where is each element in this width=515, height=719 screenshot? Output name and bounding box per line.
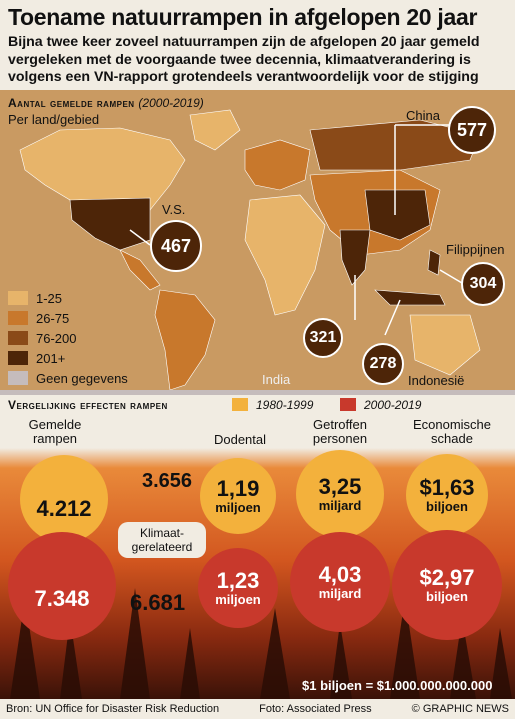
affected-value-b: 4,03 [318, 561, 362, 587]
greenland-shape [189, 109, 241, 151]
legend-label: 201+ [36, 350, 66, 366]
map-heading-text: Aantal gemelde rampen [8, 96, 135, 110]
world-map-panel: Aantal gemelde rampen (2000-2019) Per la… [0, 90, 515, 395]
footer: Bron: UN Office for Disaster Risk Reduct… [0, 699, 515, 719]
world-map [0, 90, 515, 395]
legend-label: 26-75 [36, 310, 70, 326]
deaths-value-a: 1,19 [216, 475, 260, 501]
indonesia-shape [374, 289, 446, 306]
period-a-label: 1980-1999 [256, 398, 314, 412]
deaths-circle-a: 1,19 miljoen [200, 458, 276, 534]
period-b-swatch [340, 398, 356, 411]
callout-badge-indonesia: 278 [362, 343, 404, 385]
col-label-damage: Economische schade [412, 417, 492, 446]
damage-unit-a: biljoen [426, 498, 468, 514]
legend-swatch [8, 291, 28, 305]
philippines-shape [427, 249, 441, 276]
legend-swatch [8, 371, 28, 385]
period-b-label: 2000-2019 [364, 398, 422, 412]
damage-value-b: $2,97 [419, 564, 475, 590]
legend-item: 26-75 [8, 308, 128, 328]
legend-swatch [8, 311, 28, 325]
period-a-swatch [232, 398, 248, 411]
legend-label: Geen gegevens [36, 370, 128, 386]
callout-badge-usa: 467 [150, 220, 202, 272]
callout-label-india: India [262, 372, 291, 387]
india-shape [339, 229, 371, 286]
legend-item: Geen gegevens [8, 368, 128, 388]
south-america-shape [154, 289, 216, 391]
callout-label-china: China [406, 108, 440, 123]
billion-note: $1 biljoen = $1.000.000.000.000 [302, 678, 493, 693]
climate-related-label: Klimaat-gerelateerd [118, 522, 206, 558]
map-subheading: Per land/gebied [8, 112, 100, 127]
comparison-heading: Vergelijking effecten rampen [8, 398, 168, 412]
australia-shape [409, 314, 481, 376]
legend-label: 1-25 [36, 290, 63, 306]
damage-circle-b: $2,97 biljoen [392, 530, 502, 640]
footer-source: Bron: UN Office for Disaster Risk Reduct… [6, 703, 220, 715]
legend-item: 201+ [8, 348, 128, 368]
antarctica-shape [0, 390, 515, 395]
legend-swatch [8, 331, 28, 345]
footer-copyright: © GRAPHIC NEWS [411, 703, 509, 715]
callout-badge-china: 577 [448, 106, 496, 154]
map-period: (2000-2019) [138, 96, 204, 110]
legend-label: 76-200 [36, 330, 77, 346]
deaths-value-b: 1,23 [216, 567, 260, 593]
callout-badge-india: 321 [303, 318, 343, 358]
callout-label-philippines: Filippijnen [446, 242, 505, 257]
europe-shape [244, 139, 311, 191]
affected-unit-b: miljard [318, 585, 362, 601]
page-subtitle: Bijna twee keer zoveel natuurrampen zijn… [8, 34, 480, 85]
deaths-unit-b: miljoen [215, 591, 261, 607]
callout-label-usa: V.S. [162, 202, 186, 217]
affected-unit-a: miljard [318, 497, 362, 513]
legend-swatch [8, 351, 28, 365]
col-label-disasters: Gemelde rampen [28, 417, 82, 446]
damage-value-a: $1,63 [419, 474, 475, 500]
map-legend: 1-25 26-75 76-200 201+ Geen gegevens [8, 288, 128, 388]
col-label-affected: Getroffen personen [312, 417, 368, 446]
disasters-circle-b: 7.348 [8, 532, 116, 640]
affected-circle-b: 4,03 miljard [290, 532, 390, 632]
affected-circle-a: 3,25 miljard [296, 450, 384, 538]
central-america-shape [119, 249, 161, 291]
disasters-climate-b: 6.681 [130, 590, 186, 615]
callout-label-indonesia: Indonesië [408, 373, 465, 388]
china-shape [364, 189, 431, 241]
africa-shape [244, 194, 326, 316]
col-label-deaths: Dodental [213, 432, 267, 447]
callout-badge-philippines: 304 [461, 262, 505, 306]
deaths-circle-b: 1,23 miljoen [198, 548, 278, 628]
disasters-value-a: 4.212 [36, 496, 92, 521]
disasters-circle-a: 4.212 [20, 455, 108, 543]
disasters-value-b: 7.348 [34, 586, 90, 611]
legend-item: 76-200 [8, 328, 128, 348]
footer-photo: Foto: Associated Press [259, 703, 372, 715]
page-title: Toename natuurrampen in afgelopen 20 jaa… [8, 4, 478, 30]
damage-unit-b: biljoen [426, 588, 468, 604]
map-heading: Aantal gemelde rampen (2000-2019) [8, 96, 204, 110]
deaths-unit-a: miljoen [215, 499, 261, 515]
legend-item: 1-25 [8, 288, 128, 308]
affected-value-a: 3,25 [318, 473, 362, 499]
damage-circle-a: $1,63 biljoen [406, 454, 488, 536]
disasters-climate-a: 3.656 [142, 470, 193, 492]
